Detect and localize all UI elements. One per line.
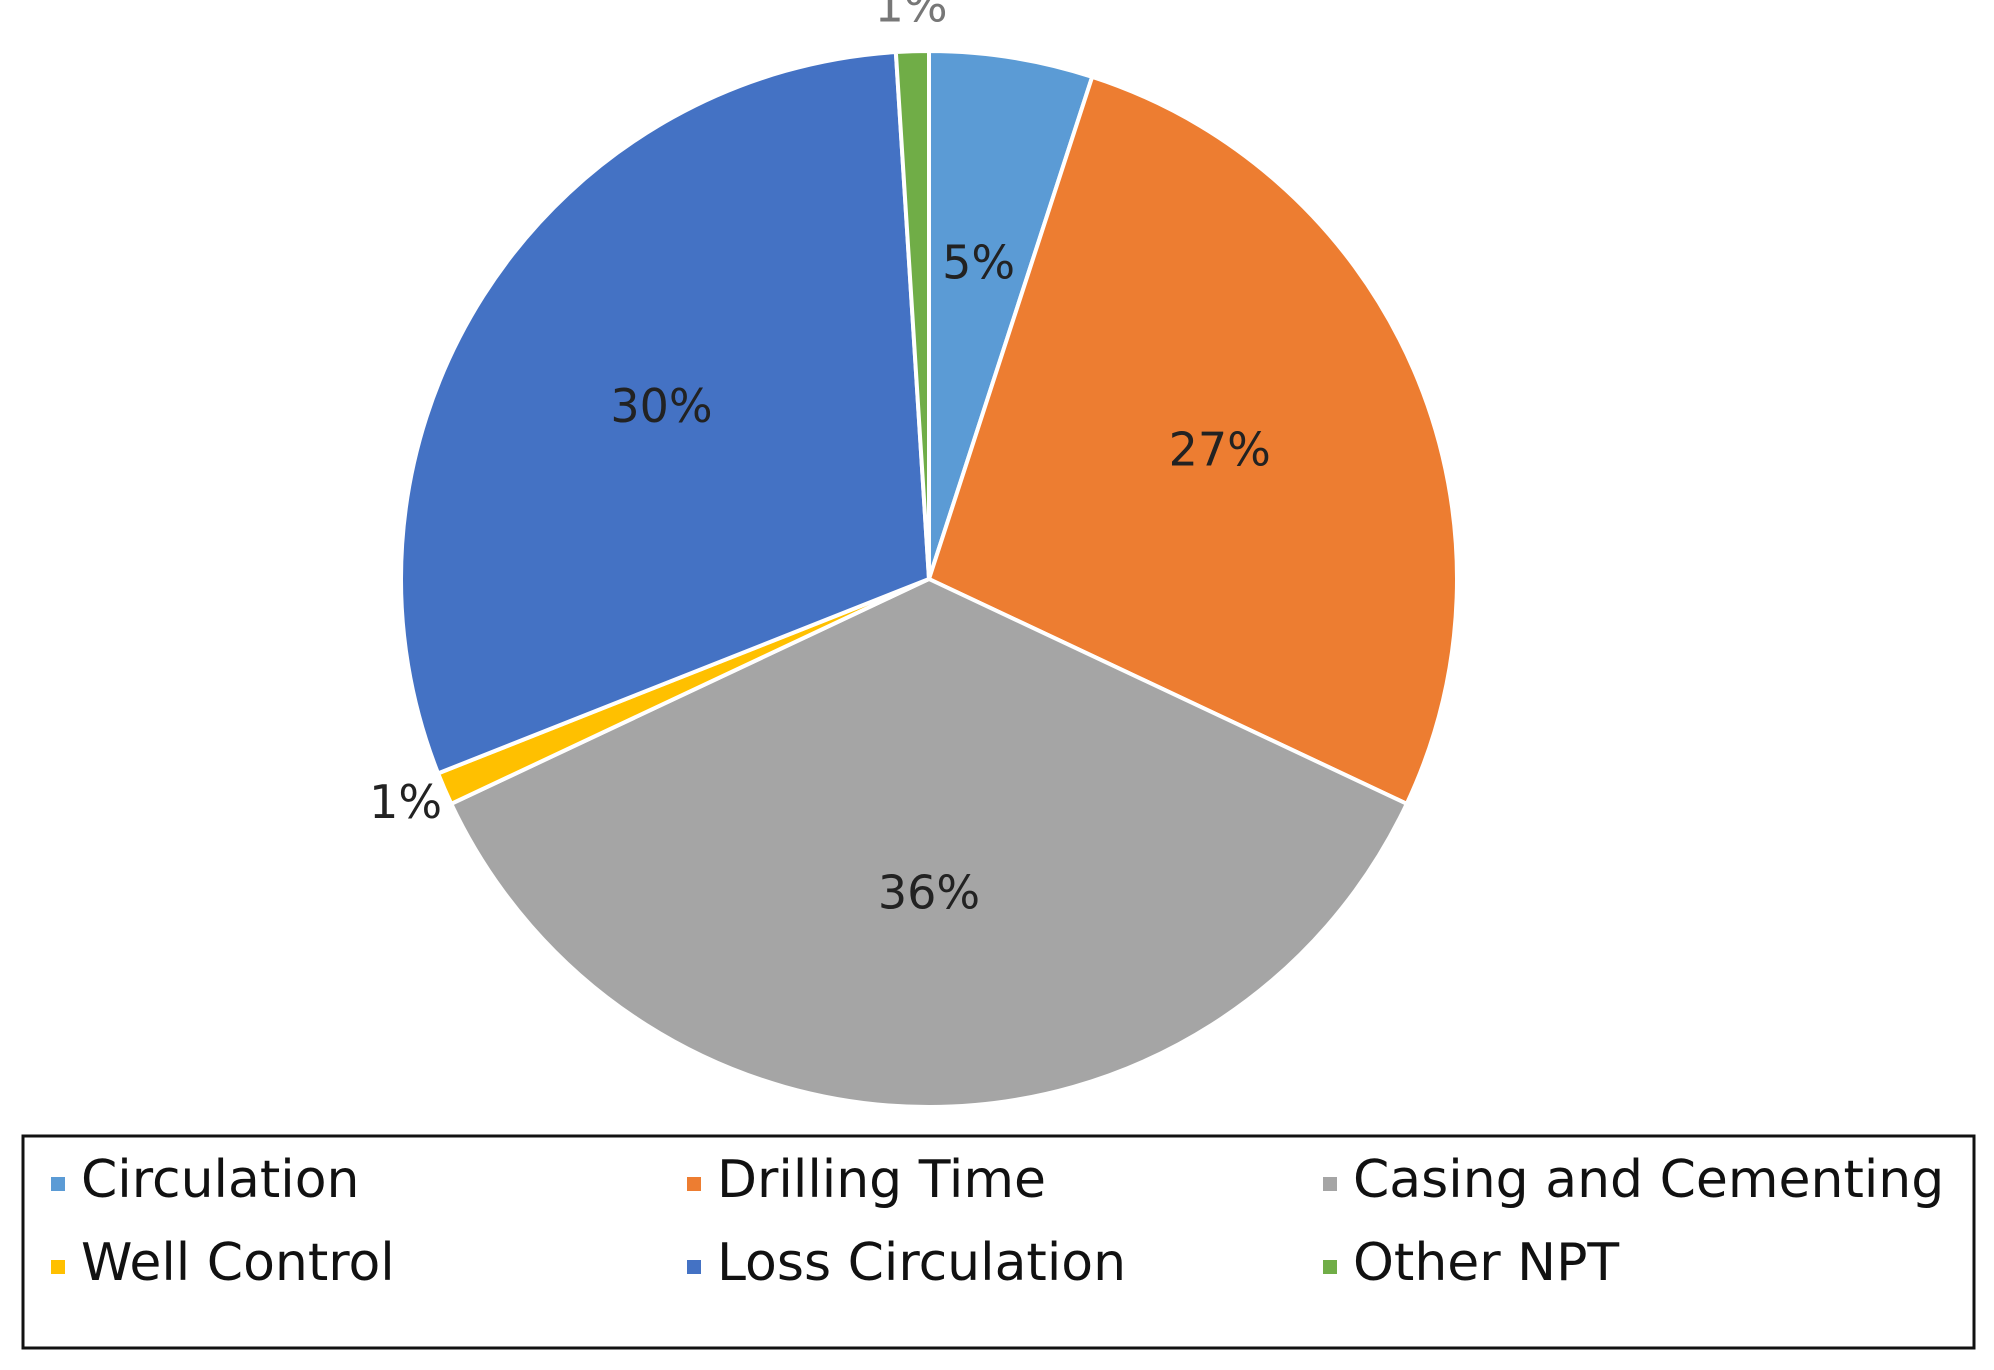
- pie-slice: [399, 49, 932, 776]
- data-label: 27%: [1169, 423, 1271, 477]
- data-labels: 5% 27% 36% 1% 30% 1%: [369, 0, 1271, 919]
- data-label: 1%: [369, 775, 442, 829]
- legend-swatch: [51, 1177, 65, 1191]
- data-label: 5%: [942, 236, 1015, 290]
- legend-label: Drilling Time: [717, 1150, 1046, 1210]
- pie-slice: [926, 74, 1459, 807]
- legend-swatch: [687, 1260, 701, 1274]
- legend-swatch: [1323, 1260, 1337, 1274]
- data-label: 30%: [610, 379, 712, 433]
- legend-label: Casing and Cementing: [1353, 1150, 1944, 1210]
- legend-swatch: [1323, 1177, 1337, 1191]
- pie-slice: [893, 48, 931, 580]
- pie-slice: [448, 576, 1410, 1109]
- data-label: 1%: [875, 0, 948, 33]
- legend-label: Circulation: [81, 1150, 359, 1210]
- legend-label: Other NPT: [1353, 1233, 1619, 1293]
- legend-label: Loss Circulation: [717, 1233, 1126, 1293]
- legend-box: [21, 1134, 1976, 1350]
- pie: [399, 48, 1459, 1109]
- legend-label: Well Control: [81, 1233, 395, 1293]
- legend: Circulation Drilling Time Casing and Cemen…: [51, 1150, 1944, 1293]
- data-label: 36%: [878, 865, 980, 919]
- legend-swatch: [51, 1260, 65, 1274]
- legend-swatch: [687, 1177, 701, 1191]
